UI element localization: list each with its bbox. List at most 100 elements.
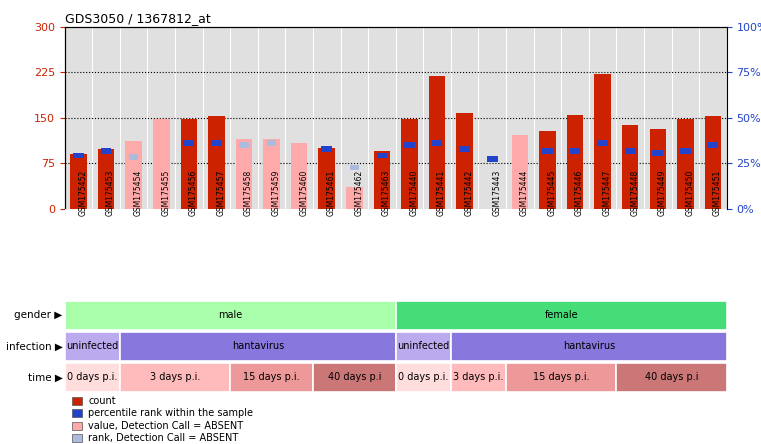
Text: GSM175442: GSM175442 [465, 170, 473, 216]
Bar [396, 363, 451, 392]
Bar [597, 140, 608, 146]
Bar [97, 149, 114, 209]
Bar [616, 363, 727, 392]
Bar [705, 116, 721, 209]
Text: GSM175461: GSM175461 [326, 170, 336, 216]
Text: GSM175451: GSM175451 [713, 170, 722, 216]
Text: GSM175448: GSM175448 [630, 170, 639, 216]
Bar [625, 148, 635, 154]
Text: female: female [544, 310, 578, 320]
Bar [511, 135, 528, 209]
Bar [539, 131, 556, 209]
Text: time ▶: time ▶ [27, 373, 62, 382]
Bar [153, 119, 170, 209]
Text: GSM175456: GSM175456 [189, 170, 198, 216]
Bar [431, 140, 442, 146]
Text: GSM175447: GSM175447 [603, 170, 612, 216]
Bar [230, 363, 313, 392]
Bar [396, 301, 727, 329]
Bar [374, 151, 390, 209]
Bar [594, 74, 611, 209]
Bar [346, 187, 362, 209]
Bar [180, 119, 197, 209]
Text: 0 days p.i.: 0 days p.i. [398, 373, 448, 382]
Bar [429, 76, 445, 209]
Text: hantavirus: hantavirus [562, 341, 615, 351]
Bar [126, 141, 142, 209]
Bar [70, 154, 87, 209]
Bar [291, 143, 307, 209]
Text: 0 days p.i.: 0 days p.i. [67, 373, 117, 382]
Text: 3 days p.i.: 3 days p.i. [454, 373, 504, 382]
Text: count: count [88, 396, 116, 406]
Bar [451, 363, 506, 392]
Bar [401, 119, 418, 209]
Bar [313, 363, 396, 392]
Text: gender ▶: gender ▶ [14, 310, 62, 320]
Bar [267, 140, 276, 146]
Text: GSM175459: GSM175459 [272, 170, 281, 216]
Text: GSM175462: GSM175462 [355, 170, 363, 216]
Bar [209, 116, 224, 209]
Text: GSM175463: GSM175463 [382, 170, 391, 216]
Bar [487, 156, 498, 162]
Bar [506, 363, 616, 392]
Text: 15 days p.i.: 15 days p.i. [244, 373, 300, 382]
Text: rank, Detection Call = ABSENT: rank, Detection Call = ABSENT [88, 433, 238, 443]
Text: GSM175441: GSM175441 [437, 170, 446, 216]
Bar [129, 155, 139, 160]
Bar [542, 148, 552, 154]
Bar [404, 142, 415, 148]
Bar [680, 148, 691, 154]
Text: GSM175453: GSM175453 [106, 170, 115, 216]
Text: 3 days p.i.: 3 days p.i. [150, 373, 200, 382]
Text: GSM175460: GSM175460 [299, 170, 308, 216]
Bar [183, 140, 194, 146]
Text: infection ▶: infection ▶ [5, 341, 62, 351]
Bar [708, 142, 718, 148]
Text: 40 days p.i: 40 days p.i [645, 373, 699, 382]
Text: hantavirus: hantavirus [231, 341, 284, 351]
Text: value, Detection Call = ABSENT: value, Detection Call = ABSENT [88, 421, 244, 431]
Bar [236, 139, 252, 209]
Bar [100, 148, 111, 154]
Text: GSM175440: GSM175440 [409, 170, 419, 216]
Bar [649, 129, 666, 209]
Text: GSM175458: GSM175458 [244, 170, 253, 216]
Text: GDS3050 / 1367812_at: GDS3050 / 1367812_at [65, 12, 211, 25]
Bar [677, 119, 694, 209]
Bar [65, 301, 396, 329]
Bar [321, 147, 332, 152]
Bar [73, 153, 84, 158]
Text: GSM175450: GSM175450 [686, 170, 694, 216]
Bar [240, 142, 249, 148]
Text: GSM175457: GSM175457 [216, 170, 225, 216]
Bar [457, 113, 473, 209]
Bar [318, 148, 335, 209]
Text: GSM175455: GSM175455 [161, 170, 170, 216]
Bar [652, 150, 663, 155]
Text: GSM175454: GSM175454 [134, 170, 142, 216]
Bar [263, 139, 280, 209]
Text: 15 days p.i.: 15 days p.i. [533, 373, 590, 382]
Text: GSM175443: GSM175443 [492, 170, 501, 216]
Bar [622, 125, 638, 209]
Bar [65, 332, 119, 361]
Bar [396, 332, 451, 361]
Text: percentile rank within the sample: percentile rank within the sample [88, 408, 253, 418]
Text: GSM175444: GSM175444 [520, 170, 529, 216]
Bar [65, 363, 119, 392]
Bar [567, 115, 584, 209]
Text: male: male [218, 310, 242, 320]
Bar [120, 332, 396, 361]
Text: uninfected: uninfected [66, 341, 119, 351]
Text: GSM175446: GSM175446 [575, 170, 584, 216]
Text: GSM175445: GSM175445 [547, 170, 556, 216]
Text: uninfected: uninfected [397, 341, 450, 351]
Bar [460, 147, 470, 152]
Bar [570, 148, 581, 154]
Text: 40 days p.i: 40 days p.i [327, 373, 381, 382]
Bar [377, 153, 387, 158]
Bar [211, 140, 221, 146]
Bar [451, 332, 727, 361]
